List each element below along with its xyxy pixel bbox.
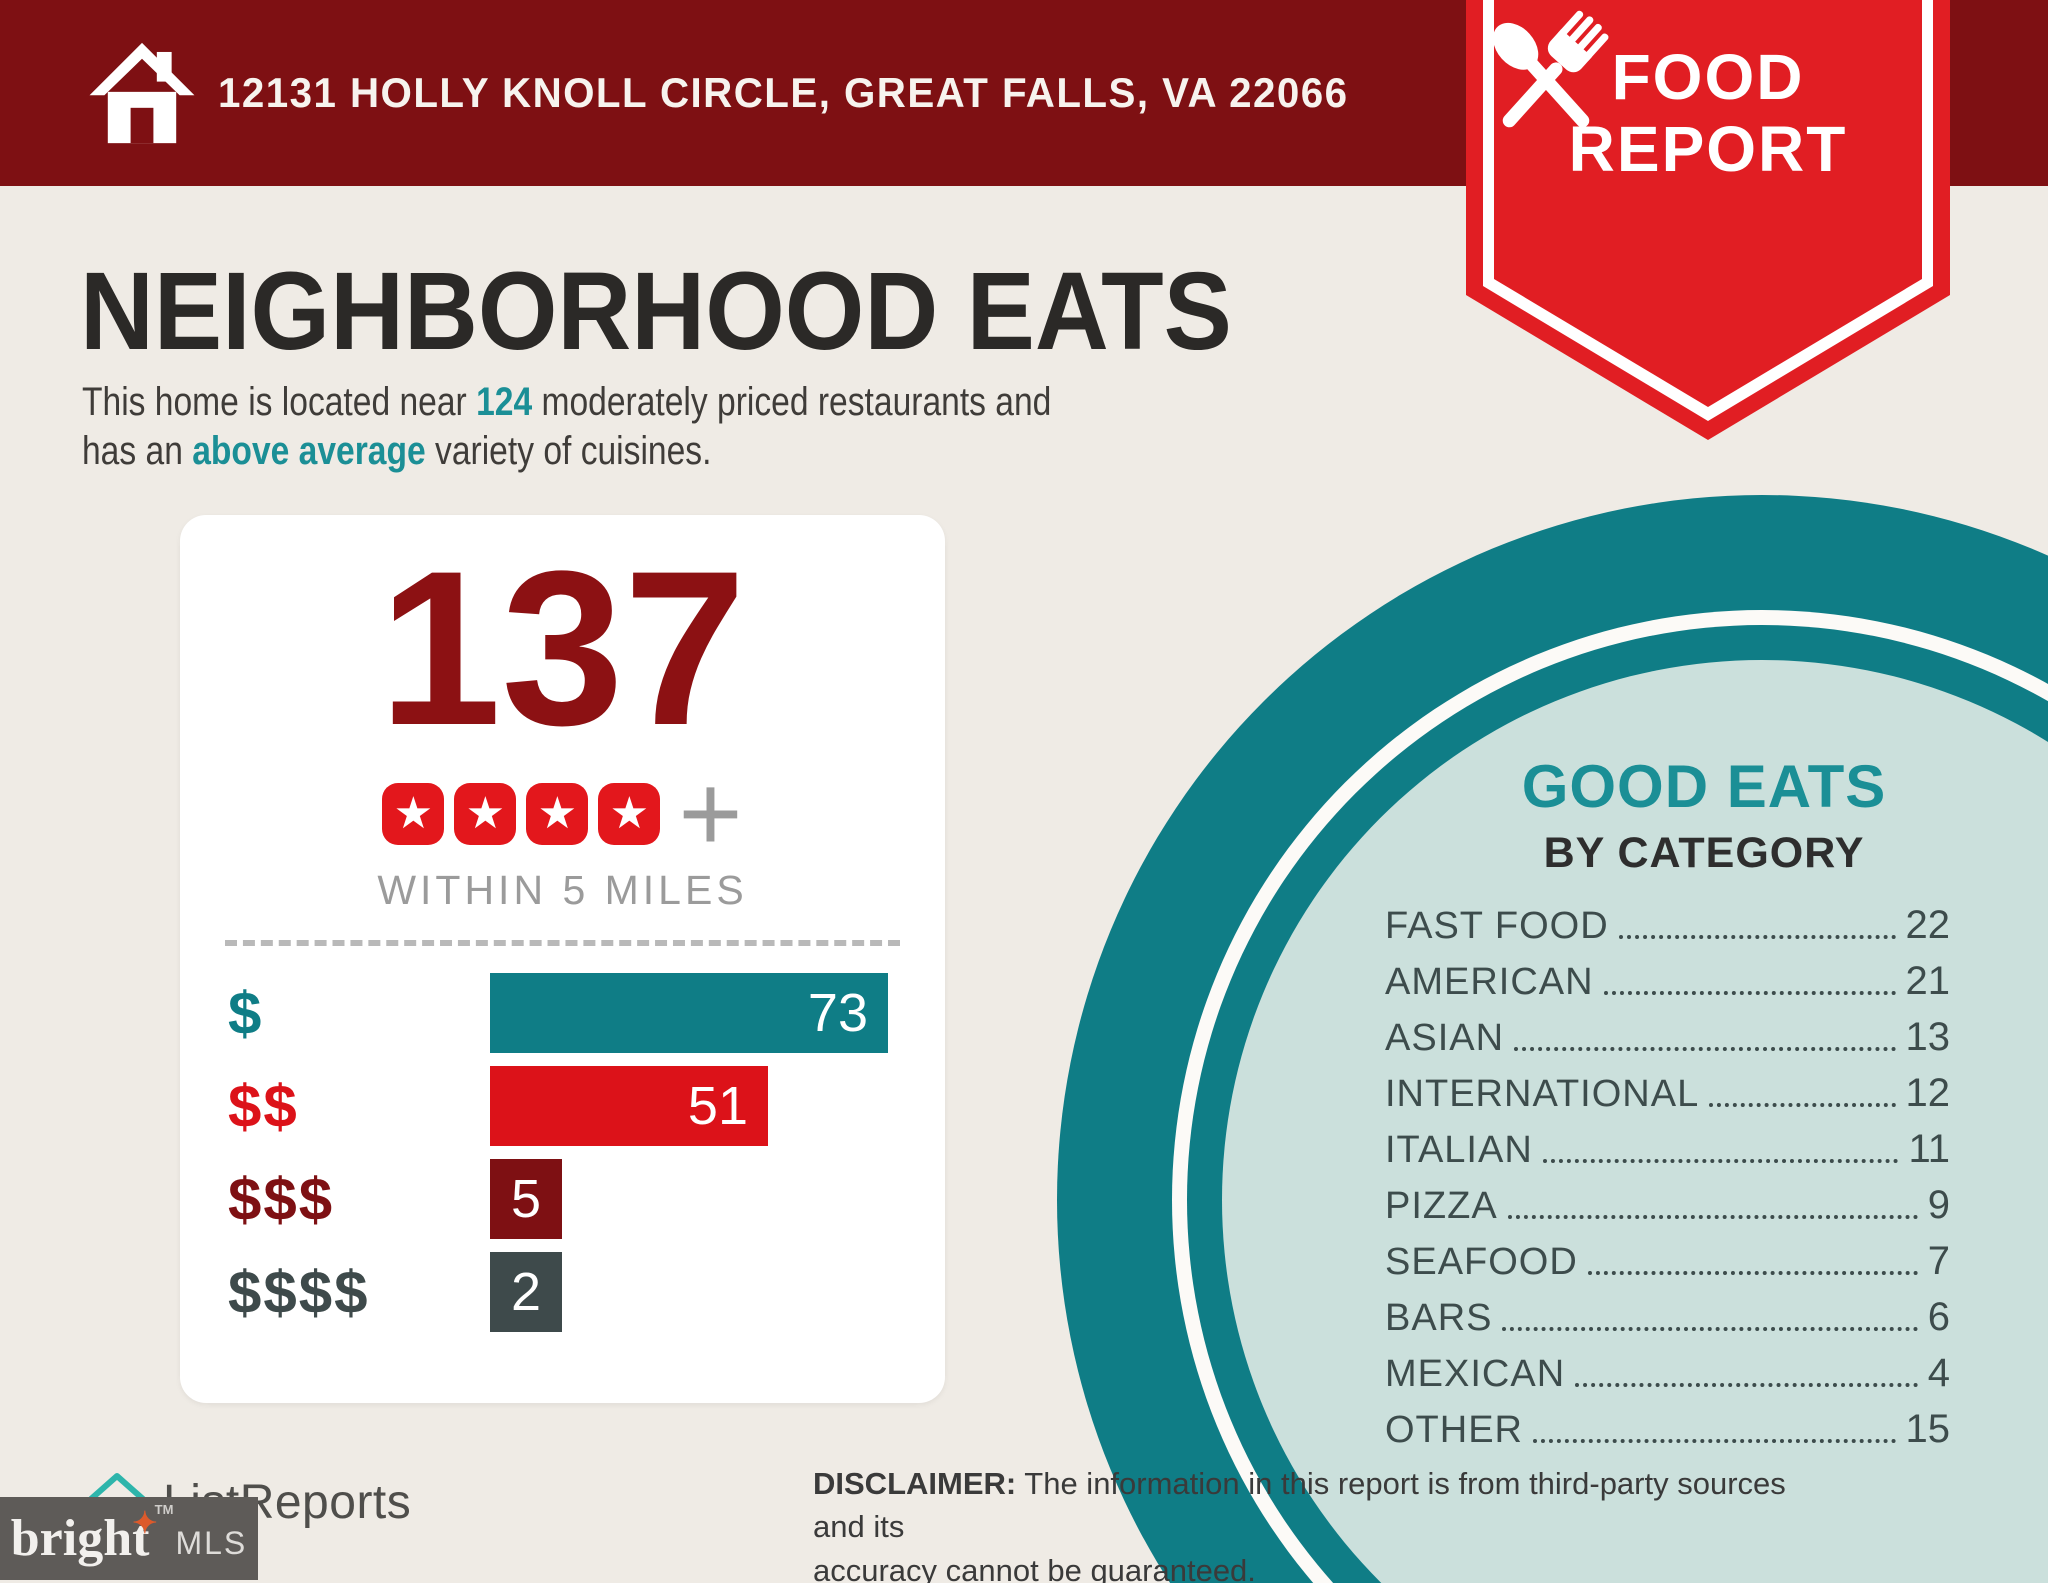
page-title: NEIGHBORHOOD EATS [80,250,1232,373]
category-row: AMERICAN 21 [1385,949,1950,1005]
category-count: 21 [1905,959,1951,1003]
price-row-2: $$ 51 [180,1066,945,1146]
ribbon-title-line1: FOOD [1611,41,1805,113]
sparkle-icon: ✦ [132,1506,158,1540]
category-row: MEXICAN 4 [1385,1341,1950,1397]
good-eats-heading: GOOD EATS BY CATEGORY [1404,752,2004,878]
category-count: 7 [1927,1239,1950,1283]
trademark-symbol: TM [154,1501,174,1517]
category-row: PIZZA 9 [1385,1173,1950,1229]
price-tier-label: $$$ [228,1165,335,1233]
good-eats-title: GOOD EATS [1521,753,1887,820]
category-count: 13 [1905,1015,1951,1059]
dotted-leader [1514,1047,1896,1051]
restaurant-count-highlight: 124 [476,380,533,424]
ribbon-shape [1466,0,1950,440]
category-label: INTERNATIONAL [1385,1073,1700,1115]
disclaimer-label: DISCLAIMER: [813,1466,1017,1501]
price-tier-bar: 5 [490,1159,562,1239]
category-count: 4 [1927,1351,1950,1395]
dotted-leader [1709,1103,1896,1107]
category-label: OTHER [1385,1409,1523,1451]
dotted-leader [1502,1327,1918,1331]
category-label: MEXICAN [1385,1353,1566,1395]
food-report-ribbon: FOOD REPORT [1466,0,1950,452]
dotted-leader [1603,991,1896,995]
price-tier-label: $$$$ [228,1258,370,1326]
mls-label: MLS [175,1525,248,1561]
restaurant-summary-card: 137 ★ ★ ★ ★ + WITHIN 5 MILES $ 73 $$ 51 $$$… [180,515,945,1403]
category-count: 12 [1905,1071,1951,1115]
price-row-1: $ 73 [180,973,945,1053]
category-count: 11 [1908,1127,1950,1171]
price-tier-bar-chart: $ 73 $$ 51 $$$ 5 $$$$ 2 [180,973,945,1345]
star-icon: ★ [454,783,517,845]
dotted-leader [1542,1159,1899,1163]
star-badges: ★ ★ ★ ★ [382,783,661,845]
listreports-logo-text: ListReports [163,1475,412,1529]
price-tier-label: $$ [228,1072,299,1140]
plus-icon: + [678,752,743,875]
category-label: ITALIAN [1385,1129,1533,1171]
category-row: BARS 6 [1385,1285,1950,1341]
category-row: INTERNATIONAL 12 [1385,1061,1950,1117]
category-label: ASIAN [1385,1017,1505,1059]
category-count: 22 [1905,903,1951,947]
good-eats-category-list: FAST FOOD 22 AMERICAN 21 ASIAN 13 INTERNATIONA… [1385,893,1950,1453]
bright-mls-watermark: bright ✦ TM MLS [0,1497,258,1580]
variety-highlight: above average [192,428,426,473]
radius-label: WITHIN 5 MILES [377,867,748,913]
price-tier-bar: 73 [490,973,888,1053]
category-row: ASIAN 13 [1385,1005,1950,1061]
dotted-leader [1507,1215,1918,1219]
star-icon: ★ [526,783,589,845]
category-label: BARS [1385,1297,1493,1339]
dotted-leader [1587,1271,1918,1275]
price-tier-label: $ [228,979,264,1047]
category-row: ITALIAN 11 [1385,1117,1950,1173]
intro-line-2: has an above average variety of cuisines… [82,428,712,473]
category-label: FAST FOOD [1385,905,1609,947]
ribbon-title-line2: REPORT [1568,113,1848,185]
category-label: PIZZA [1385,1185,1498,1227]
listreports-logo: ListReports [85,1470,411,1534]
house-icon [89,42,195,144]
category-count: 15 [1905,1407,1951,1451]
price-tier-bar: 2 [490,1252,562,1332]
property-address: 12131 HOLLY KNOLL CIRCLE, GREAT FALLS, V… [218,69,1349,116]
price-row-3: $$$ 5 [180,1159,945,1239]
good-eats-subtitle: BY CATEGORY [1543,829,1865,877]
spoon-fork-icon [1493,10,1609,128]
category-count: 6 [1927,1295,1950,1339]
bright-mls-brand: bright ✦ TM [10,1501,174,1567]
dotted-leader [1533,1439,1896,1443]
star-rating: ★ ★ ★ ★ + [180,752,945,875]
category-label: SEAFOOD [1385,1241,1578,1283]
category-label: AMERICAN [1385,961,1594,1003]
category-row: OTHER 15 [1385,1397,1950,1453]
dotted-leader [1618,935,1896,939]
category-row: SEAFOOD 7 [1385,1229,1950,1285]
intro-line-1: This home is located near 124 moderately… [82,380,1052,424]
dashed-divider [225,940,900,946]
category-count: 9 [1927,1183,1950,1227]
category-row: FAST FOOD 22 [1385,893,1950,949]
price-row-4: $$$$ 2 [180,1252,945,1332]
listreports-house-icon [88,1473,146,1531]
intro-paragraph: This home is located near 124 moderately… [82,378,1051,476]
total-restaurant-count: 137 [378,525,747,771]
star-icon: ★ [382,783,445,845]
dotted-leader [1575,1383,1918,1387]
price-tier-bar: 51 [490,1066,768,1146]
star-icon: ★ [598,783,661,845]
